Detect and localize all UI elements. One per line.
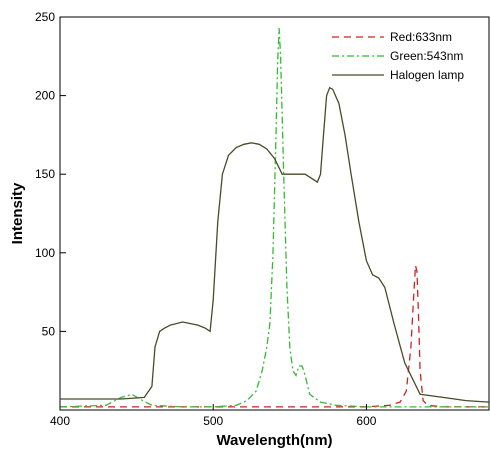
legend-label: Green:543nm [390,49,463,63]
y-tick-label: 100 [35,246,55,260]
y-tick-label: 200 [35,89,55,103]
x-axis-ticks: 400 500 600 [50,404,377,428]
y-tick-label: 250 [35,10,55,24]
series-line-1 [59,27,489,408]
x-tick-label: 600 [356,414,376,428]
series-line-2 [60,86,490,403]
y-tick-label: 150 [35,167,55,181]
series-line-0 [60,265,489,408]
legend: Red:633nm Green:543nm Halogen lamp [332,30,464,82]
x-tick-label: 500 [203,414,223,428]
y-axis-ticks: 50 100 150 200 250 [35,10,66,338]
series-layer [59,27,490,408]
y-axis-label: Intensity [9,182,26,244]
legend-label: Halogen lamp [390,68,464,82]
x-tick-label: 400 [50,414,70,428]
plot-area: 400 500 600 50 100 150 200 250 [35,10,490,428]
legend-label: Red:633nm [390,30,452,44]
x-axis-label: Wavelength(nm) [216,432,332,449]
y-tick-label: 50 [42,324,56,338]
plot-frame [59,16,490,411]
